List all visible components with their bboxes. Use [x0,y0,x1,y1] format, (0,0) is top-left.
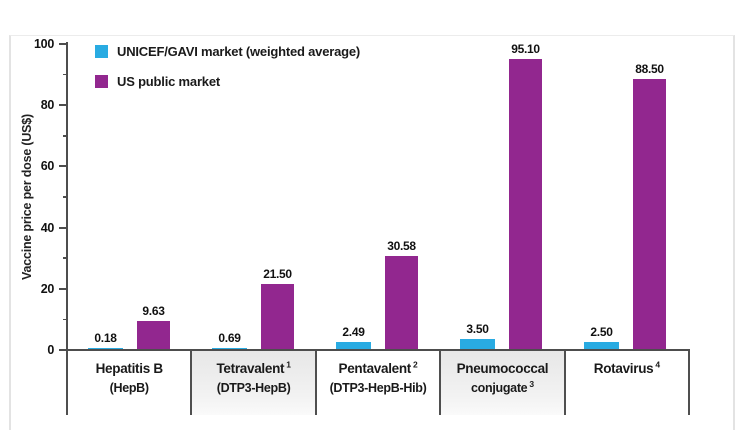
bar-value-label: 3.50 [466,322,489,336]
category-cell-3: Pneumococcal conjugate 3 [441,351,566,415]
bar-value-label: 0.69 [218,331,241,345]
y-tick-label: 40 [40,220,55,235]
legend-swatch-us-public-icon [95,74,108,88]
y-major-tick [59,165,68,168]
legend-label-us-public: US public market [117,73,220,89]
category-label-line: Hepatitis B [95,361,164,376]
bar-value-label: 30.58 [387,239,416,253]
y-tick-label: 80 [40,98,55,113]
category-label-line: Tetravalent 1 [216,359,291,376]
y-major-tick [59,104,68,107]
y-axis-line [66,42,68,350]
category-label-line: Rotavirus 4 [593,359,660,376]
y-tick-label: 60 [40,159,55,174]
category-label-line: Pneumococcal [456,361,549,376]
x-axis-category-cells: Hepatitis B (HepB) Tetravalent 1 (DTP3-HepB… [66,351,691,415]
category-cell-0: Hepatitis B (HepB) [66,351,193,415]
category-cell-1: Tetravalent 1 (DTP3-HepB) [192,351,317,415]
legend: UNICEF/GAVI market (weighted average) US… [95,44,360,104]
bar-value-label: 2.49 [342,325,365,339]
bar-value-label: 21.50 [263,267,292,281]
category-cell-2: Pentavalent 2 (DTP3-HepB-Hib) [317,351,442,415]
bar-us-public-1 [261,284,294,350]
bar-value-label: 9.63 [142,304,165,318]
bar-unicef-gavi-4 [584,342,619,350]
x-axis-baseline [66,349,690,351]
bar-unicef-gavi-2 [336,342,371,350]
bar-value-label: 95.10 [511,42,540,56]
bar-value-label: 0.18 [94,331,117,345]
category-label-superscript: 3 [527,378,534,389]
y-major-tick [59,349,68,351]
legend-label-unicef-gavi: UNICEF/GAVI market (weighted average) [117,43,361,59]
legend-swatch-unicef-gavi-icon [95,44,108,58]
bar-us-public-4 [633,79,666,350]
bar-us-public-0 [137,321,170,350]
y-major-tick [59,43,68,45]
y-minor-tick [63,257,68,259]
y-tick-label: 20 [40,281,55,296]
figure-frame [9,35,735,430]
bar-value-label: 88.50 [635,62,664,76]
category-label-line: (DTP3-HepB) [216,380,291,395]
category-cell-4: Rotavirus 4 [566,351,691,415]
y-tick-label: 100 [34,37,54,51]
y-axis-title: Vaccine price per dose (US$) [20,113,34,281]
y-minor-tick [63,73,68,76]
category-label-line: Pentavalent 2 [338,359,418,376]
plot-area: 0 20 40 60 80 100 0.18 0.69 2.49 3.50 2.50 9.63 21.5… [34,37,688,357]
bar-us-public-3 [509,59,542,350]
category-label-superscript: 2 [411,359,418,370]
category-label-line: (DTP3-HepB-Hib) [329,380,427,395]
bar-value-label: 2.50 [590,325,613,339]
bar-us-public-2 [385,256,418,350]
category-label-line: conjugate 3 [471,378,534,395]
category-label-superscript: 4 [653,359,660,370]
y-tick-label: 0 [47,343,54,357]
y-minor-tick [63,196,68,198]
category-label-superscript: 1 [284,359,291,370]
y-minor-tick [63,135,68,137]
legend-item-unicef-gavi: UNICEF/GAVI market (weighted average) [95,43,361,59]
category-label-line: (HepB) [109,380,149,395]
bar-unicef-gavi-3 [460,339,495,350]
legend-item-us-public: US public market [95,73,360,89]
y-major-tick [59,287,68,290]
y-minor-tick [63,318,68,321]
y-major-tick [59,226,68,229]
